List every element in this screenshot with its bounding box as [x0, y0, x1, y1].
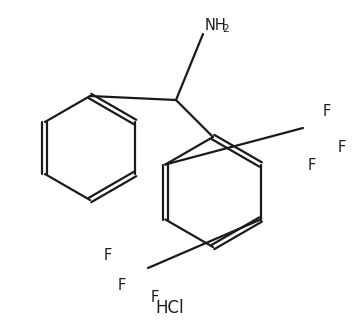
Text: 2: 2 — [222, 24, 229, 34]
Text: F: F — [338, 140, 346, 155]
Text: HCl: HCl — [156, 299, 184, 317]
Text: F: F — [118, 278, 126, 292]
Text: F: F — [308, 157, 316, 173]
Text: F: F — [151, 290, 159, 305]
Text: NH: NH — [205, 19, 227, 34]
Text: F: F — [104, 247, 112, 263]
Text: F: F — [323, 105, 331, 120]
